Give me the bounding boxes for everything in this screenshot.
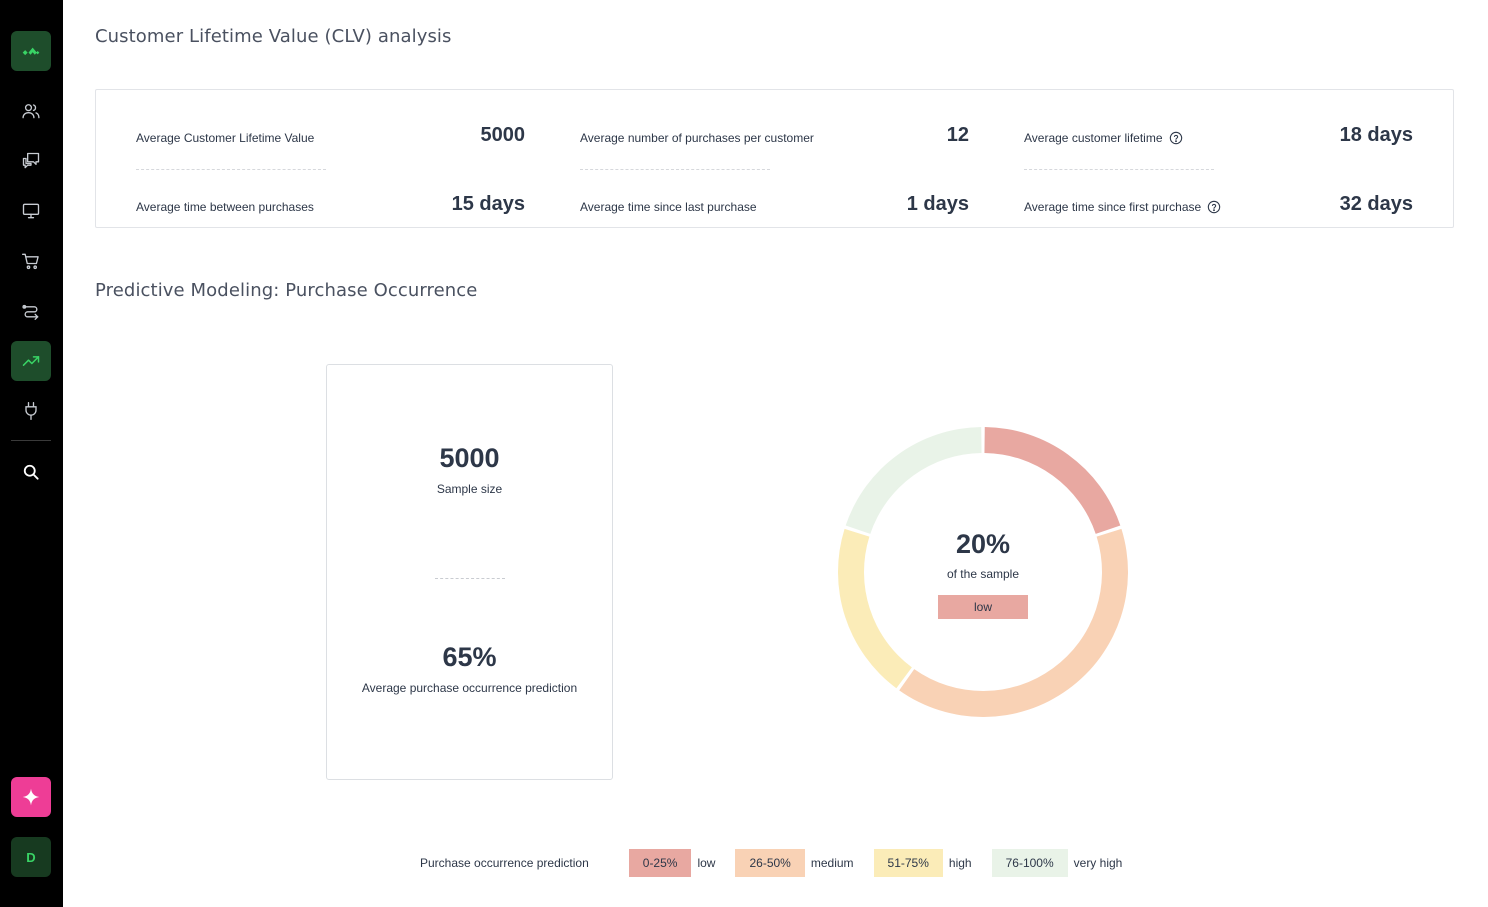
donut-center-badge: low (938, 595, 1028, 619)
main-content: Customer Lifetime Value (CLV) analysis A… (63, 0, 1488, 907)
stat-avg-purchases: Average number of purchases per customer… (580, 102, 969, 170)
sidebar-divider (11, 440, 51, 441)
donut-slice-low[interactable] (984, 427, 1121, 534)
sidebar: D (0, 0, 63, 907)
donut-slice-very-high[interactable] (845, 427, 982, 534)
legend-chip-very-high: 76-100% (991, 849, 1068, 877)
avg-prediction-value: 65% (442, 642, 497, 672)
trending-up-icon[interactable] (11, 341, 51, 381)
help-icon[interactable] (1169, 131, 1183, 145)
sample-size-label: Sample size (436, 482, 503, 496)
donut-slice-high[interactable] (838, 528, 912, 689)
stat-time-since-first: Average time since first purchase 32 day… (1024, 171, 1413, 215)
prediction-legend: Purchase occurrence prediction 0-25% low… (420, 849, 1142, 877)
donut-center: 20% of the sample low (838, 427, 1128, 717)
legend-name-medium: medium (810, 856, 854, 870)
donut-slice-medium[interactable] (899, 528, 1128, 718)
stat-time-between: Average time between purchases 15 days (136, 171, 525, 215)
predictive-section-title: Predictive Modeling: Purchase Occurrence (95, 280, 478, 301)
help-icon[interactable] (1207, 200, 1221, 214)
stat-separator (580, 169, 770, 170)
monitor-icon[interactable] (11, 191, 51, 231)
stat-avg-clv: Average Customer Lifetime Value 5000 (136, 102, 525, 170)
legend-title: Purchase occurrence prediction (420, 856, 589, 870)
sample-size-stat: 5000 Sample size (327, 443, 612, 496)
stat-value: 12 (946, 124, 969, 146)
stat-label: Average customer lifetime (1024, 131, 1183, 145)
legend-chip-low: 0-25% (628, 849, 692, 877)
stat-label: Average number of purchases per customer (580, 131, 814, 145)
donut-svg (838, 427, 1128, 718)
legend-name-very-high: very high (1073, 856, 1123, 870)
stat-value: 32 days (1339, 193, 1413, 215)
model-summary-card: 5000 Sample size 65% Average purchase oc… (326, 364, 613, 780)
routing-icon[interactable] (11, 291, 51, 331)
stat-value: 18 days (1339, 124, 1413, 146)
avg-prediction-label: Average purchase occurrence prediction (361, 681, 578, 695)
chat-icon[interactable] (11, 141, 51, 181)
clv-section-title: Customer Lifetime Value (CLV) analysis (95, 26, 452, 47)
stat-label: Average Customer Lifetime Value (136, 131, 315, 145)
stat-label: Average time since first purchase (1024, 200, 1221, 214)
stat-value: 1 days (906, 193, 969, 215)
stat-label: Average time between purchases (136, 200, 314, 214)
donut-center-label: of the sample (946, 567, 1020, 581)
plug-icon[interactable] (11, 391, 51, 431)
stat-avg-lifetime: Average customer lifetime 18 days (1024, 102, 1413, 170)
legend-chip-high: 51-75% (873, 849, 943, 877)
users-icon[interactable] (11, 91, 51, 131)
legend-name-low: low (697, 856, 716, 870)
logo-icon[interactable] (11, 31, 51, 71)
stat-value: 15 days (451, 193, 525, 215)
stat-time-since-last: Average time since last purchase 1 days (580, 171, 969, 215)
legend-chip-medium: 26-50% (735, 849, 805, 877)
donut-center-value: 20% (955, 529, 1011, 559)
sample-size-value: 5000 (439, 443, 500, 473)
clv-stats-card: Average Customer Lifetime Value 5000 Ave… (95, 89, 1454, 228)
stat-value: 5000 (480, 124, 526, 146)
stat-separator (1024, 169, 1214, 170)
search-icon[interactable] (11, 452, 51, 492)
avatar[interactable]: D (11, 837, 51, 877)
model-separator (435, 578, 505, 579)
legend-name-high: high (948, 856, 972, 870)
cart-icon[interactable] (11, 241, 51, 281)
stat-label: Average time since last purchase (580, 200, 757, 214)
avg-prediction-stat: 65% Average purchase occurrence predicti… (327, 642, 612, 695)
stat-separator (136, 169, 326, 170)
donut-chart: 20% of the sample low (838, 427, 1128, 718)
sparkle-icon[interactable] (11, 777, 51, 817)
